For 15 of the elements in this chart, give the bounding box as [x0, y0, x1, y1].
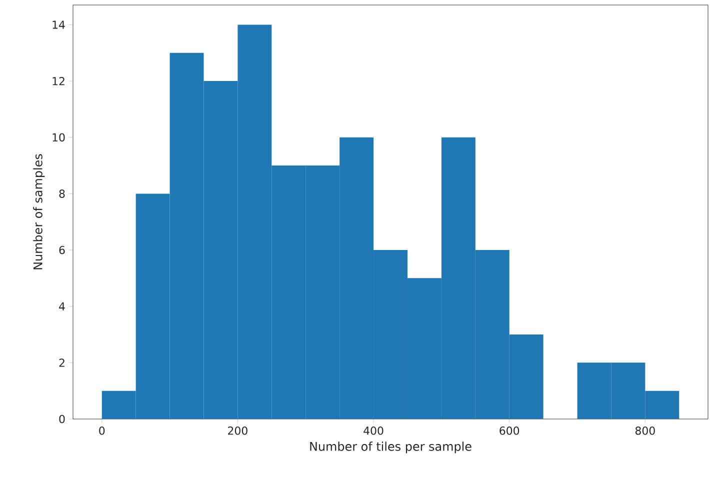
x-tick-label: 800 — [635, 426, 655, 435]
y-tick-label: 14 — [52, 20, 65, 29]
y-tick-label: 12 — [52, 76, 64, 86]
y-tick-label: 2 — [59, 358, 64, 367]
y-tick-label: 4 — [59, 302, 65, 310]
y-tick-label: 10 — [52, 133, 65, 142]
y-tick-label: 6 — [59, 246, 65, 254]
x-tick-label: 600 — [500, 426, 520, 435]
x-tick-label: 200 — [228, 426, 248, 435]
x-tick-label: 400 — [364, 426, 384, 435]
y-tick-label: 0 — [59, 414, 65, 424]
y-axis-title: Number of samples — [33, 154, 45, 270]
x-axis-title: Number of tiles per sample — [310, 442, 472, 454]
y-tick-label: 8 — [59, 190, 65, 198]
x-tick-label: 0 — [99, 426, 105, 435]
